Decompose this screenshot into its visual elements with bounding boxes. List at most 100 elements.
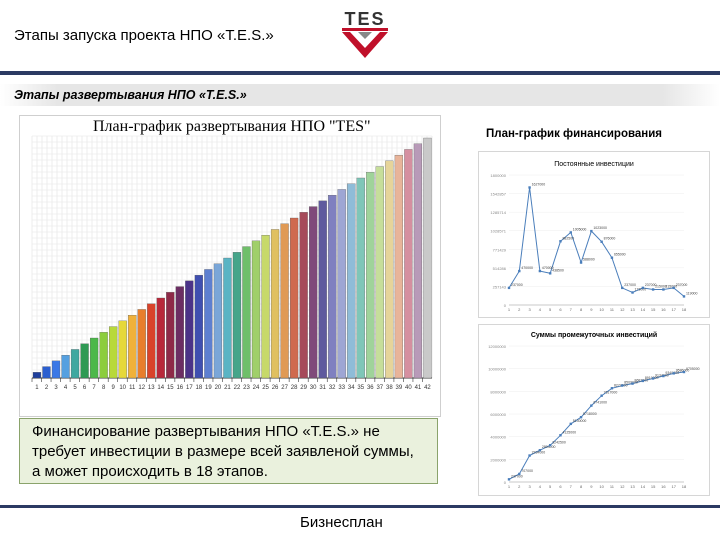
cumulative-investments-chart: Суммы промежуточных инвестиций 12000000 1…: [478, 324, 710, 496]
y-tick-label: 514286: [493, 266, 507, 271]
data-point: [538, 269, 542, 273]
x-tick-label: 1: [35, 385, 39, 391]
bar: [251, 240, 261, 379]
x-tick-label: 38: [386, 385, 393, 391]
x-tick-label: 27: [281, 385, 288, 391]
bar: [261, 234, 270, 379]
series-line: [508, 187, 685, 297]
x-tick-label: 19: [205, 385, 212, 391]
fixed-investments-title: Постоянные инвестиции: [554, 161, 634, 168]
bar: [347, 183, 356, 379]
data-point: [662, 374, 665, 378]
x-tick-label: 14: [641, 307, 646, 312]
data-label: 7617000: [604, 391, 618, 395]
data-point: [621, 384, 624, 387]
data-point: [600, 394, 603, 397]
bar: [137, 309, 146, 379]
data-label: 655000: [614, 253, 626, 257]
data-point: [548, 444, 552, 447]
data-point: [507, 478, 511, 481]
data-point: [672, 286, 675, 290]
x-tick-label: 5: [73, 385, 77, 391]
data-point: [672, 372, 675, 375]
data-label: 237000: [511, 283, 523, 287]
x-tick-label: 13: [630, 307, 635, 312]
x-tick-label: 7: [570, 484, 573, 489]
data-point: [621, 286, 624, 290]
data-label: 237000: [676, 283, 688, 287]
data-point: [507, 286, 511, 290]
data-label: 5130000: [573, 419, 587, 423]
x-tick-label: 4: [539, 307, 542, 312]
data-point: [518, 472, 521, 476]
data-label: 707000: [521, 469, 533, 473]
data-point: [641, 379, 645, 383]
data-label: 237000: [645, 283, 657, 287]
bar: [175, 286, 184, 379]
y-tick-label: 2000000: [490, 457, 506, 462]
financing-title: План-график финансирования: [486, 128, 663, 140]
x-tick-label: 6: [83, 385, 87, 391]
bar: [89, 337, 99, 379]
x-tick-label: 3: [54, 385, 58, 391]
bar: [289, 217, 299, 379]
x-tick-label: 15: [651, 307, 656, 312]
x-tick-label: 15: [167, 385, 174, 391]
slide-title: Этапы запуска проекта НПО «T.E.S.»: [14, 27, 274, 44]
x-tick-label: 28: [291, 385, 298, 391]
data-label: 2804000: [542, 445, 556, 449]
data-label: 882500: [562, 236, 574, 240]
x-tick-label: 24: [253, 385, 260, 391]
y-tick-label: 6000000: [490, 412, 506, 417]
bar: [147, 303, 156, 379]
bar: [109, 326, 118, 379]
data-point: [548, 272, 552, 275]
x-tick-label: 2: [45, 385, 49, 391]
bar: [213, 263, 223, 379]
data-point: [559, 434, 562, 437]
top-rule: [0, 71, 720, 75]
data-point: [610, 256, 614, 259]
bottom-rule: [0, 505, 720, 508]
x-tick-label: 25: [262, 385, 269, 391]
x-tick-label: 6: [559, 484, 562, 489]
x-tick-label: 7: [92, 385, 96, 391]
x-tick-label: 10: [119, 385, 126, 391]
x-tick-label: 39: [396, 385, 403, 391]
data-label: 3242500: [552, 440, 566, 444]
bar: [375, 166, 384, 379]
bar: [413, 143, 423, 379]
tes-logo: TES: [342, 9, 388, 58]
x-tick-label: 12: [138, 385, 145, 391]
y-tick-label: 0: [504, 303, 507, 308]
x-tick-label: 18: [196, 385, 203, 391]
data-point: [590, 404, 593, 407]
x-tick-label: 17: [671, 484, 676, 489]
x-tick-label: 29: [300, 385, 307, 391]
data-label: 215000: [655, 284, 667, 288]
data-label: 8919000: [645, 376, 659, 380]
x-tick-label: 42: [424, 385, 431, 391]
bar: [318, 200, 327, 379]
bar: [242, 246, 251, 379]
data-point: [579, 415, 583, 419]
y-tick-label: 1028571: [490, 229, 506, 234]
data-label: 470000: [521, 266, 533, 270]
bar: [128, 314, 137, 379]
x-tick-label: 18: [682, 307, 687, 312]
y-tick-label: 1285714: [490, 210, 506, 215]
x-tick-label: 33: [338, 385, 345, 391]
data-label: 9705000: [686, 367, 700, 371]
data-label: 8272000: [614, 383, 628, 387]
x-tick-label: 17: [671, 307, 676, 312]
x-tick-label: 8: [580, 484, 583, 489]
data-label: 4125000: [562, 430, 576, 434]
y-tick-label: 12000000: [488, 344, 507, 349]
data-point: [528, 454, 531, 457]
x-tick-label: 20: [215, 385, 222, 391]
x-tick-label: 14: [641, 484, 646, 489]
data-label: 6741000: [593, 401, 607, 405]
bar: [118, 320, 127, 379]
bar: [61, 354, 70, 379]
data-label: 470000: [542, 266, 554, 270]
